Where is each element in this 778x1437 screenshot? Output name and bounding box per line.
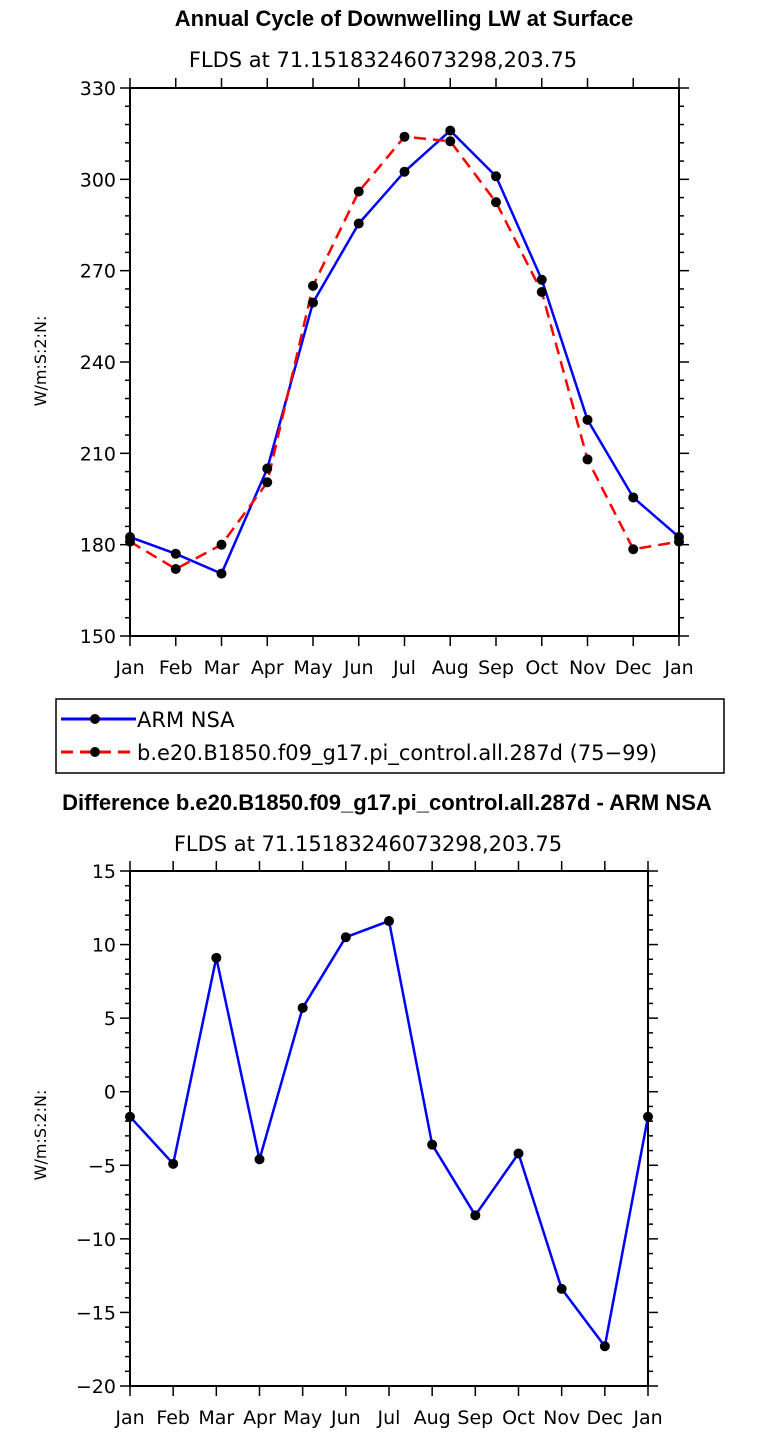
series-1-point — [125, 536, 135, 547]
chart2-ylabel: W/m:S:2:N: — [31, 1090, 50, 1181]
x-tick-label: Apr — [251, 657, 284, 679]
series-0-point — [643, 1111, 653, 1122]
series-1-point — [628, 544, 639, 555]
x-tick-label: May — [293, 657, 332, 679]
series-0-point — [340, 932, 351, 943]
legend-marker-model — [90, 747, 100, 757]
series-0-point — [216, 568, 227, 579]
x-tick-label: Sep — [478, 657, 514, 679]
series-0-point — [556, 1283, 567, 1294]
y-tick-label: 210 — [80, 443, 116, 465]
series-0-point — [427, 1139, 438, 1150]
series-0-point — [262, 463, 273, 474]
y-tick-label: 240 — [80, 352, 116, 374]
series-0-point — [353, 218, 364, 229]
x-tick-label: Mar — [198, 1407, 234, 1429]
x-tick-label: Oct — [502, 1407, 535, 1429]
x-tick-label: Dec — [615, 657, 652, 679]
series-0-point — [254, 1154, 265, 1165]
series-0-point — [168, 1158, 179, 1169]
y-tick-label: 180 — [80, 535, 116, 557]
series-line-0 — [129, 129, 680, 575]
chart2-subtitle: FLDS at 71.15183246073298,203.75 — [174, 832, 562, 856]
series-1-point — [674, 536, 684, 547]
chart2-title: Difference b.e20.B1850.f09_g17.pi_contro… — [62, 790, 712, 815]
series-1-point — [582, 454, 593, 465]
series-0-point — [628, 492, 639, 503]
chart1-plot: 150 180 210 240 270 300 330 Jan Feb Mar Apr May Jun J… — [80, 78, 694, 679]
series-0-point — [513, 1148, 524, 1159]
x-tick-label: Feb — [159, 657, 193, 679]
series-0-point — [445, 125, 456, 136]
y-tick-label: 150 — [80, 626, 116, 648]
series-0-point — [599, 1341, 610, 1352]
x-tick-label: May — [283, 1407, 322, 1429]
y-tick-label: 0 — [104, 1082, 116, 1104]
x-tick-label: Feb — [156, 1407, 190, 1429]
series-0-point — [211, 952, 222, 963]
series-0-point — [582, 414, 593, 425]
y-tick-label: 330 — [80, 78, 116, 100]
series-1-point — [308, 280, 318, 291]
y-tick-label: 5 — [104, 1008, 116, 1030]
x-tick-label: Jan — [632, 1407, 662, 1429]
legend-label-model: b.e20.B1850.f09_g17.pi_control.all.287d … — [137, 741, 657, 766]
x-tick-label: Jun — [330, 1407, 361, 1429]
series-line-0 — [129, 919, 650, 1348]
series-0-point — [170, 548, 181, 559]
series-1-point — [170, 564, 181, 575]
x-tick-label: Dec — [586, 1407, 623, 1429]
x-tick-label: Sep — [457, 1407, 493, 1429]
y-tick-label: 10 — [92, 935, 116, 957]
series-0-point — [308, 297, 318, 308]
series-0-point — [491, 171, 501, 182]
y-tick-label: −15 — [76, 1302, 116, 1324]
y-tick-label: 270 — [80, 261, 116, 283]
chart2-plot: −20 −15 −10 −5 0 5 10 15 Jan Feb Mar Apr May Jun Jul Au… — [76, 861, 663, 1429]
x-tick-label: Nov — [543, 1407, 580, 1429]
plot-frame — [129, 870, 649, 1387]
y-tick-label: 15 — [92, 861, 116, 883]
x-tick-label: Jan — [114, 657, 144, 679]
x-tick-label: Jul — [392, 657, 416, 679]
y-tick-label: 300 — [80, 169, 116, 191]
series-0-point — [297, 1002, 308, 1013]
series-line-1 — [129, 135, 680, 571]
series-1-point — [445, 136, 456, 147]
y-tick-label: −10 — [76, 1229, 116, 1251]
x-tick-label: Jun — [343, 657, 374, 679]
series-0-point — [125, 1111, 135, 1122]
series-0-point — [399, 166, 410, 177]
series-1-point — [399, 131, 410, 142]
series-1-point — [353, 186, 364, 197]
x-tick-label: Nov — [569, 657, 606, 679]
x-tick-label: Mar — [204, 657, 240, 679]
x-tick-label: Oct — [525, 657, 558, 679]
legend-box — [55, 698, 725, 774]
series-1-point — [491, 197, 501, 208]
x-tick-label: Jan — [114, 1407, 144, 1429]
chart1-subtitle: FLDS at 71.15183246073298,203.75 — [189, 48, 577, 72]
chart1-title: Annual Cycle of Downwelling LW at Surfac… — [175, 6, 633, 31]
series-1-point — [536, 286, 547, 297]
legend: ARM NSA b.e20.B1850.f09_g17.pi_control.a… — [55, 698, 725, 774]
chart1-ylabel: W/m:S:2:N: — [31, 316, 50, 407]
series-0-point — [536, 274, 547, 285]
series-1-point — [262, 477, 273, 488]
series-0-point — [470, 1210, 481, 1221]
legend-label-arm-nsa: ARM NSA — [137, 708, 235, 732]
series-1-point — [216, 539, 227, 550]
x-tick-label: Aug — [414, 1407, 451, 1429]
y-tick-label: −5 — [88, 1155, 116, 1177]
x-tick-label: Apr — [243, 1407, 276, 1429]
y-tick-label: −20 — [76, 1376, 116, 1398]
x-tick-label: Aug — [432, 657, 469, 679]
series-0-point — [384, 916, 394, 927]
x-tick-label: Jan — [663, 657, 693, 679]
x-tick-label: Jul — [377, 1407, 401, 1429]
legend-marker-arm-nsa — [90, 714, 100, 724]
